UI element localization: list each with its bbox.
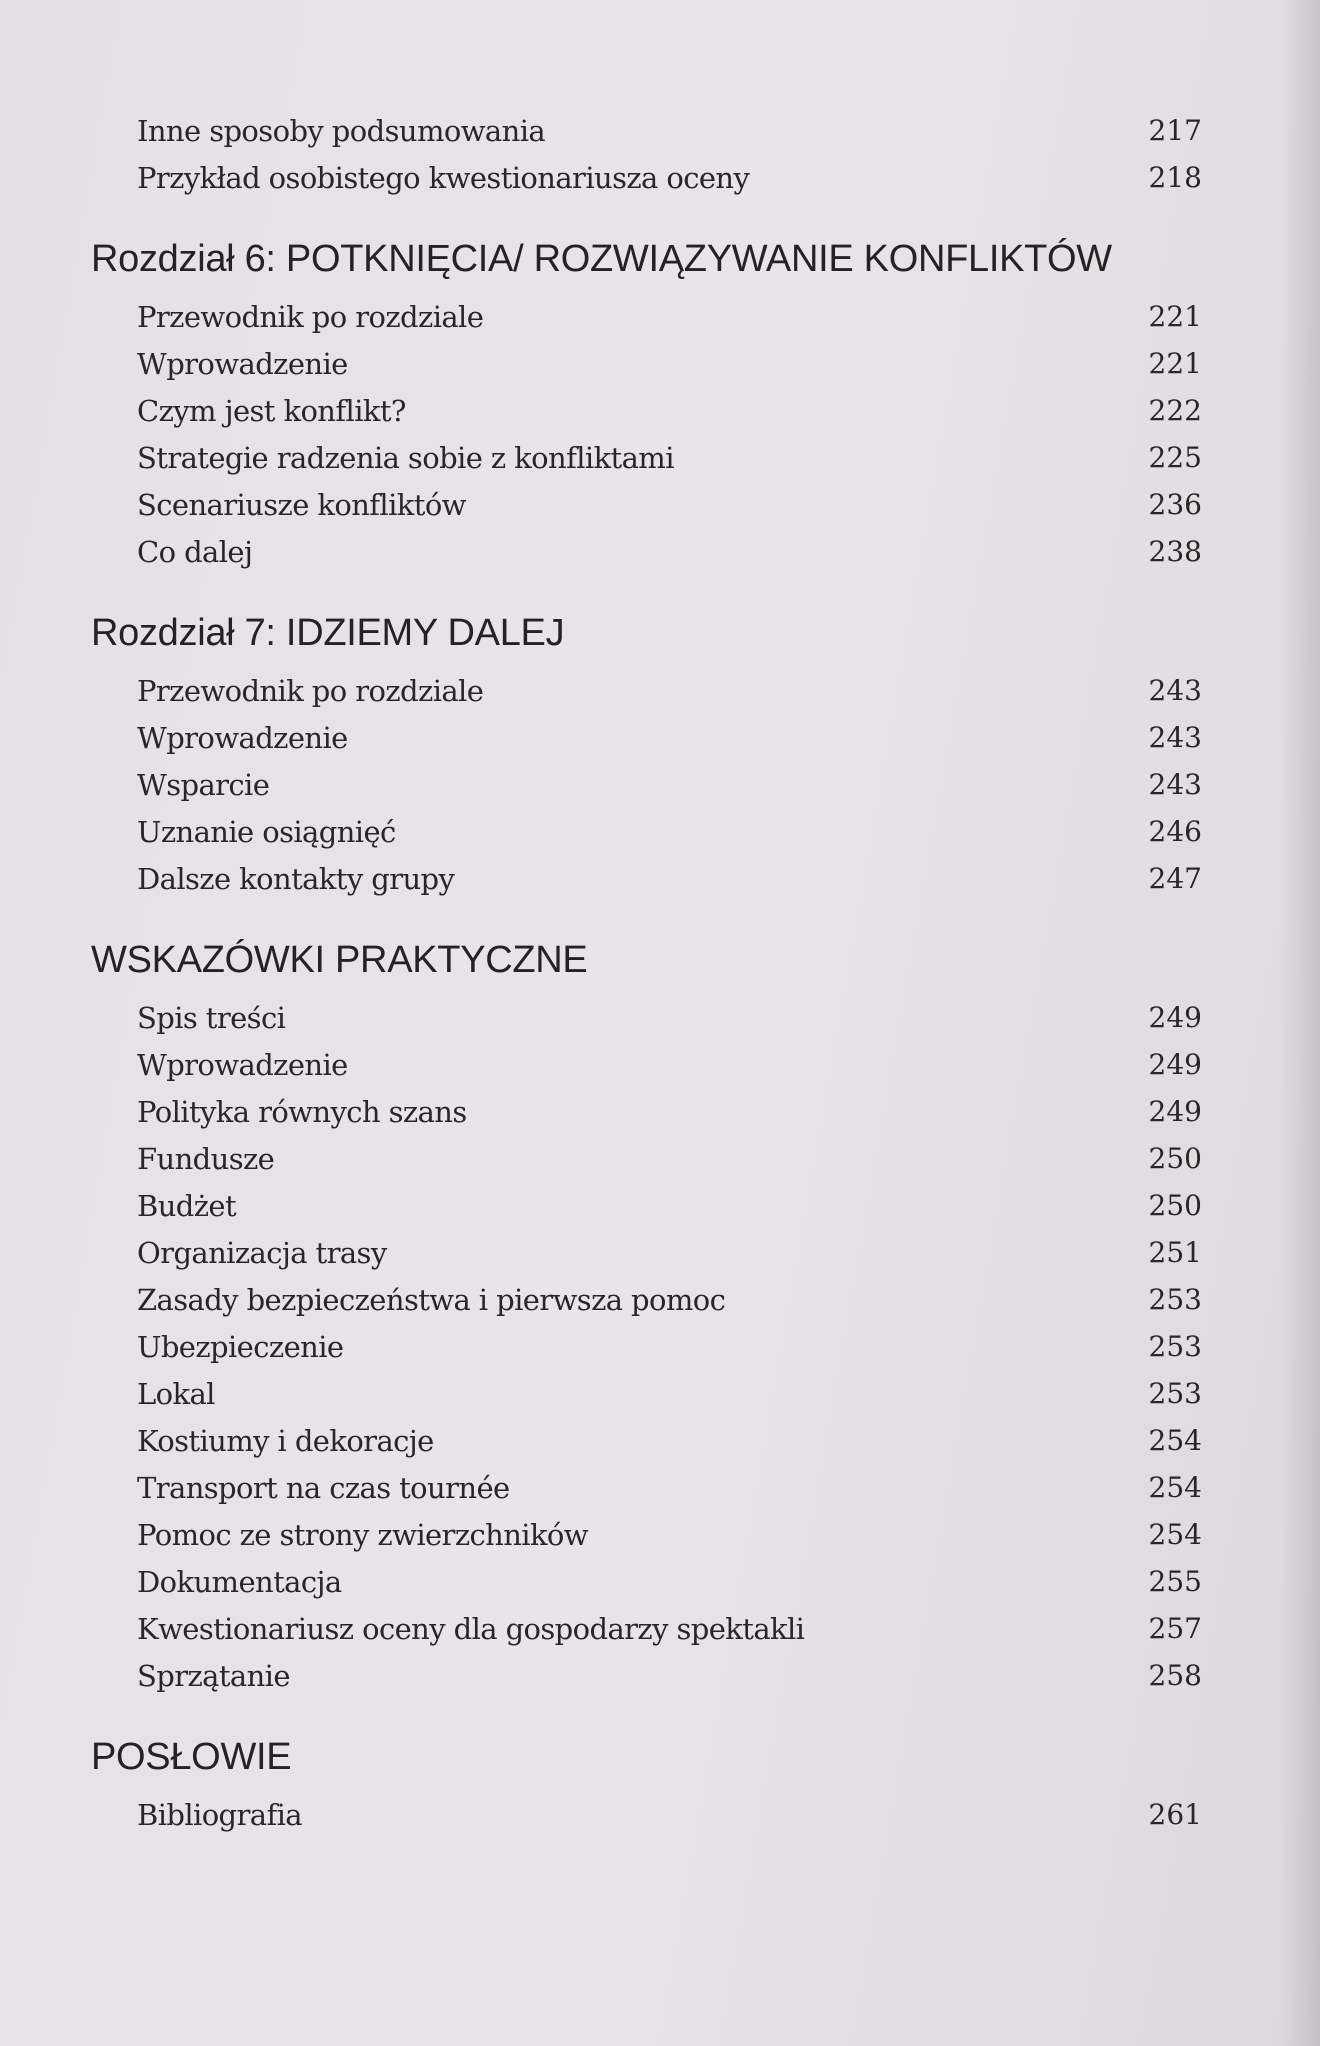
toc-entry: Wsparcie 243 xyxy=(0,761,1202,808)
toc-entry: Przykład osobistego kwestionariusza ocen… xyxy=(0,154,1202,201)
toc-entry: Strategie radzenia sobie z konfliktami 22… xyxy=(0,434,1202,481)
toc-section: POSŁOWIE Bibliografia 261 xyxy=(0,1728,1320,1838)
entry-page-number: 249 xyxy=(1148,1001,1202,1034)
entry-page-number: 222 xyxy=(1148,394,1202,427)
entry-page-number: 221 xyxy=(1148,300,1202,333)
entry-title: Spis treści xyxy=(137,1000,286,1035)
entry-title: Ubezpieczenie xyxy=(137,1329,344,1364)
toc-entry: Wprowadzenie 221 xyxy=(0,340,1202,387)
toc-entry: Czym jest konflikt? 222 xyxy=(0,387,1202,434)
toc-entry: Bibliografia 261 xyxy=(0,1791,1202,1838)
entry-title: Bibliografia xyxy=(137,1797,303,1832)
entry-page-number: 243 xyxy=(1148,674,1202,707)
entry-title: Zasady bezpieczeństwa i pierwsza pomoc xyxy=(137,1282,726,1317)
entry-title: Wprowadzenie xyxy=(137,346,348,381)
toc-entry: Dalsze kontakty grupy 247 xyxy=(0,855,1202,902)
entry-page-number: 218 xyxy=(1148,161,1202,194)
entry-title: Fundusze xyxy=(137,1141,275,1176)
section-heading: WSKAZÓWKI PRAKTYCZNE xyxy=(91,938,588,981)
entry-title: Strategie radzenia sobie z konfliktami xyxy=(137,440,674,475)
entry-title: Przewodnik po rozdziale xyxy=(137,673,484,708)
toc-entry: Dokumentacja 255 xyxy=(0,1558,1202,1605)
entry-page-number: 253 xyxy=(1148,1330,1202,1363)
entry-page-number: 261 xyxy=(1148,1798,1202,1831)
toc-entry: Polityka równych szans 249 xyxy=(0,1088,1202,1135)
entry-page-number: 250 xyxy=(1148,1189,1202,1222)
entry-page-number: 254 xyxy=(1148,1518,1202,1551)
entry-title: Transport na czas tournée xyxy=(137,1470,510,1505)
entry-page-number: 243 xyxy=(1148,721,1202,754)
entry-page-number: 254 xyxy=(1148,1424,1202,1457)
toc-section: Rozdział 7: IDZIEMY DALEJ Przewodnik po r… xyxy=(0,604,1320,902)
entry-page-number: 243 xyxy=(1148,768,1202,801)
section-heading: Rozdział 7: IDZIEMY DALEJ xyxy=(91,611,565,654)
page-edge-shadow xyxy=(1280,0,1320,2046)
entry-page-number: 251 xyxy=(1148,1236,1202,1269)
toc-entry: Kostiumy i dekoracje 254 xyxy=(0,1417,1202,1464)
entry-title: Czym jest konflikt? xyxy=(137,393,406,428)
toc-section: Rozdział 6: POTKNIĘCIA/ ROZWIĄZYWANIE KO… xyxy=(0,230,1320,575)
entry-title: Scenariusze konfliktów xyxy=(137,487,467,522)
section-heading: POSŁOWIE xyxy=(91,1735,292,1778)
toc-entry: Transport na czas tournée 254 xyxy=(0,1464,1202,1511)
entry-page-number: 253 xyxy=(1148,1377,1202,1410)
entry-title: Organizacja trasy xyxy=(137,1235,387,1270)
entry-title: Kostiumy i dekoracje xyxy=(137,1423,434,1458)
toc-entry: Wprowadzenie 243 xyxy=(0,714,1202,761)
entry-title: Pomoc ze strony zwierzchników xyxy=(137,1517,589,1552)
entry-title: Inne sposoby podsumowania xyxy=(137,113,546,148)
entry-title: Co dalej xyxy=(137,534,253,569)
entry-title: Budżet xyxy=(137,1188,237,1223)
toc-entry: Spis treści 249 xyxy=(0,994,1202,1041)
entry-page-number: 257 xyxy=(1148,1612,1202,1645)
toc-section: Inne sposoby podsumowania 217 Przykład oso… xyxy=(0,107,1320,201)
toc-entry: Budżet 250 xyxy=(0,1182,1202,1229)
entry-title: Dalsze kontakty grupy xyxy=(137,861,455,896)
toc-entry: Scenariusze konfliktów 236 xyxy=(0,481,1202,528)
entry-page-number: 249 xyxy=(1148,1048,1202,1081)
toc-entry: Fundusze 250 xyxy=(0,1135,1202,1182)
toc-entry: Organizacja trasy 251 xyxy=(0,1229,1202,1276)
entry-title: Wsparcie xyxy=(137,767,270,802)
entry-title: Przykład osobistego kwestionariusza ocen… xyxy=(137,160,750,195)
toc-entry: Inne sposoby podsumowania 217 xyxy=(0,107,1202,154)
entry-page-number: 238 xyxy=(1148,535,1202,568)
toc-entry: Co dalej 238 xyxy=(0,528,1202,575)
entry-page-number: 254 xyxy=(1148,1471,1202,1504)
entry-title: Kwestionariusz oceny dla gospodarzy spek… xyxy=(137,1611,805,1646)
entry-page-number: 253 xyxy=(1148,1283,1202,1316)
entry-page-number: 255 xyxy=(1148,1565,1202,1598)
entry-title: Przewodnik po rozdziale xyxy=(137,299,484,334)
entry-page-number: 221 xyxy=(1148,347,1202,380)
toc-entry: Sprzątanie 258 xyxy=(0,1652,1202,1699)
toc-entry: Przewodnik po rozdziale 243 xyxy=(0,667,1202,714)
entry-title: Uznanie osiągnięć xyxy=(137,814,396,849)
toc-entry: Uznanie osiągnięć 246 xyxy=(0,808,1202,855)
toc-entry: Przewodnik po rozdziale 221 xyxy=(0,293,1202,340)
table-of-contents: Inne sposoby podsumowania 217 Przykład oso… xyxy=(0,107,1320,1838)
toc-entry: Zasady bezpieczeństwa i pierwsza pomoc 25… xyxy=(0,1276,1202,1323)
toc-entry: Pomoc ze strony zwierzchników 254 xyxy=(0,1511,1202,1558)
entry-page-number: 247 xyxy=(1148,862,1202,895)
toc-entry: Ubezpieczenie 253 xyxy=(0,1323,1202,1370)
entry-page-number: 258 xyxy=(1148,1659,1202,1692)
entry-title: Lokal xyxy=(137,1376,215,1411)
toc-entry: Lokal 253 xyxy=(0,1370,1202,1417)
section-heading: Rozdział 6: POTKNIĘCIA/ ROZWIĄZYWANIE KO… xyxy=(91,237,1112,280)
entry-title: Wprowadzenie xyxy=(137,1047,348,1082)
entry-page-number: 217 xyxy=(1148,114,1202,147)
entry-page-number: 249 xyxy=(1148,1095,1202,1128)
toc-entry: Kwestionariusz oceny dla gospodarzy spek… xyxy=(0,1605,1202,1652)
entry-page-number: 246 xyxy=(1148,815,1202,848)
toc-entry: Wprowadzenie 249 xyxy=(0,1041,1202,1088)
entry-page-number: 225 xyxy=(1148,441,1202,474)
entry-page-number: 236 xyxy=(1148,488,1202,521)
entry-page-number: 250 xyxy=(1148,1142,1202,1175)
entry-title: Polityka równych szans xyxy=(137,1094,467,1129)
entry-title: Sprzątanie xyxy=(137,1658,291,1693)
toc-section: WSKAZÓWKI PRAKTYCZNE Spis treści 249 Wprowa… xyxy=(0,931,1320,1699)
entry-title: Wprowadzenie xyxy=(137,720,348,755)
entry-title: Dokumentacja xyxy=(137,1564,342,1599)
